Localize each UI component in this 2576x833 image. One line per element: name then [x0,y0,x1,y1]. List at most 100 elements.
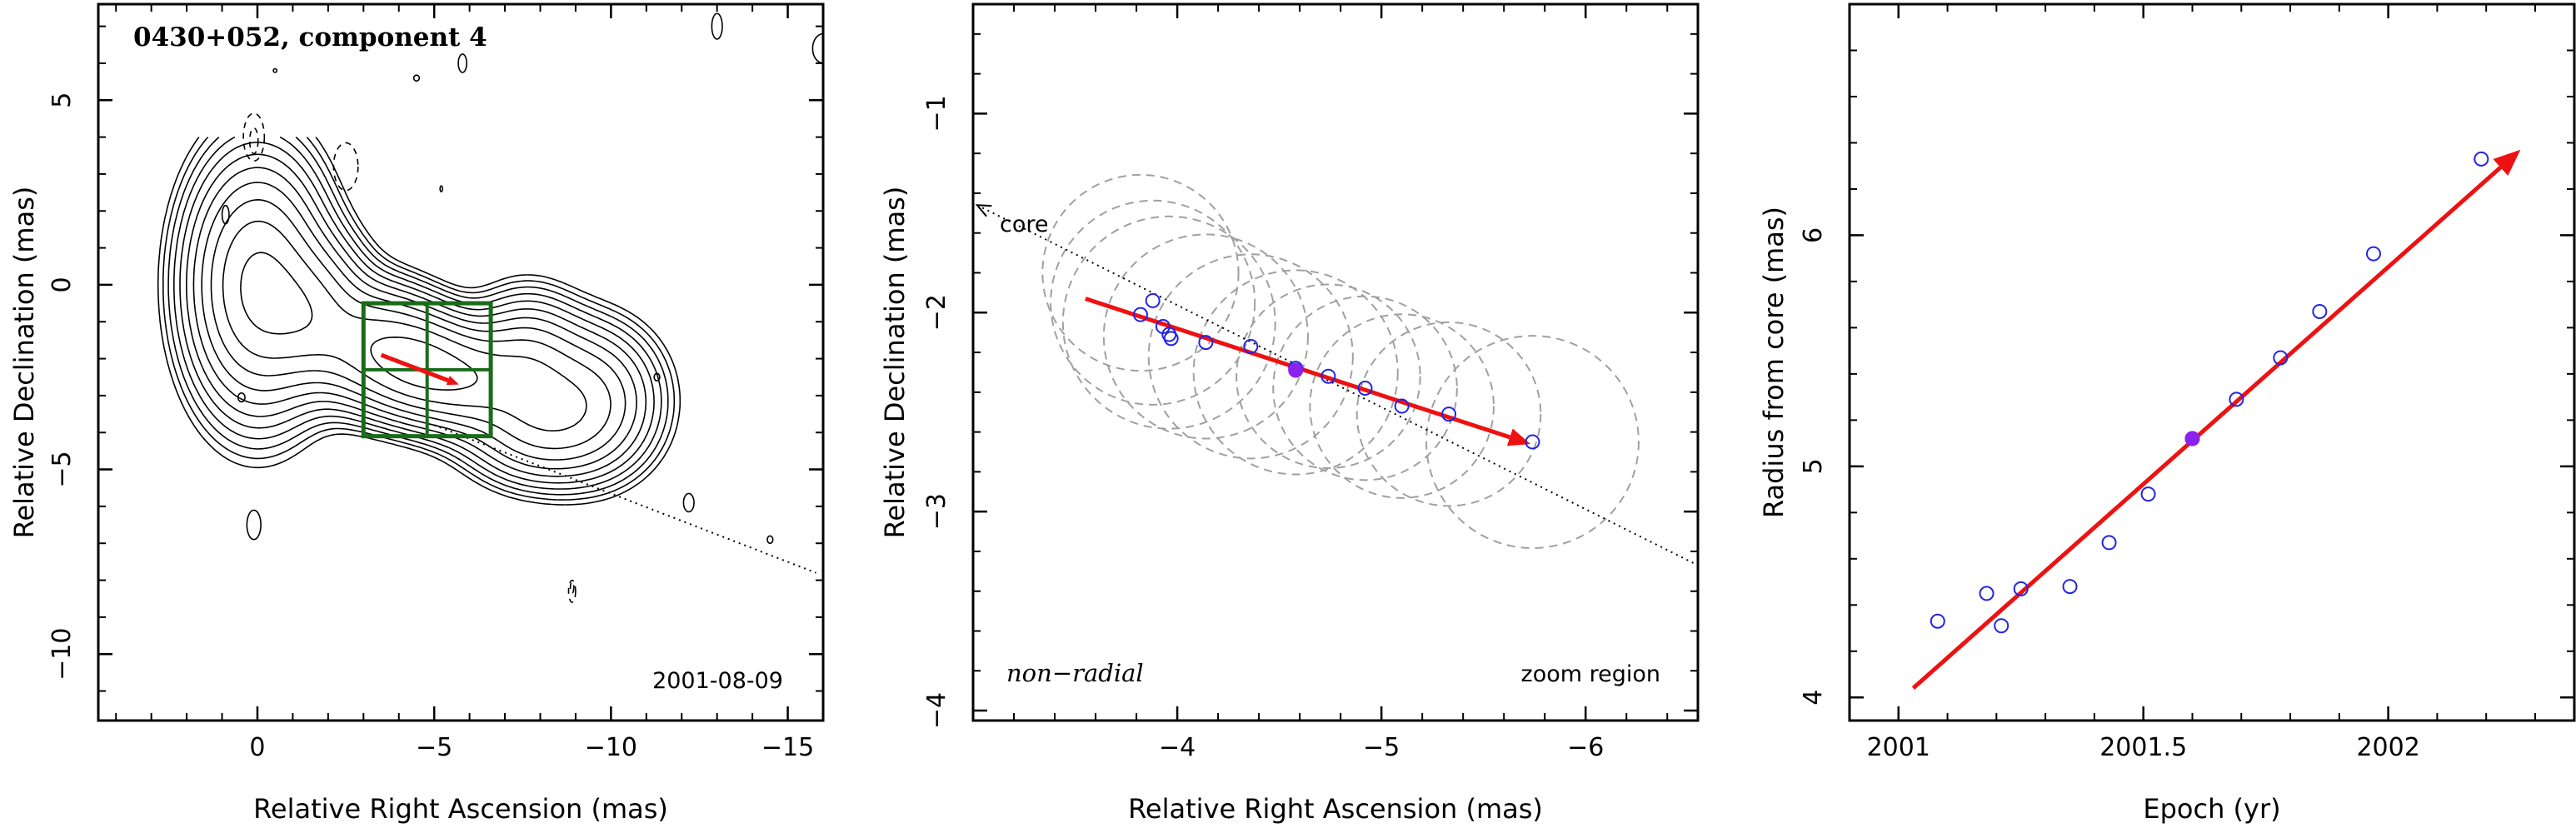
motion-type-label: non−radial [1006,659,1144,687]
data-point [1394,398,1410,414]
uncertainty-circle [1192,269,1399,476]
data-point [1132,307,1148,322]
core-direction-line [976,204,1698,566]
core-label: core [1000,212,1048,237]
radius-points [1930,151,2489,634]
data-point [2474,151,2489,167]
noise-contour [653,372,661,382]
data-point [2013,581,2029,596]
chart1-x-tick-label: −5 [1363,733,1400,762]
y-axis-label-c: Radius from core (mas) [1758,207,1790,518]
uncertainty-circle [1272,295,1458,481]
fit-arrow-head [1506,428,1531,446]
data-point [2273,350,2289,366]
data-point [2365,246,2381,262]
data-point [1994,618,2009,634]
noise-contour [272,67,278,73]
uncertainty-circle [1355,321,1542,507]
chart2-x-tick-label: 2001 [1867,733,1930,762]
contour-path [157,136,681,506]
panel-contour-map: 0 −5 −10 −15 5 0 −5 −10 0430+052, component 4 2… [8,2,825,825]
x-axis-label-b: Relative Right Ascension (mas) [1128,793,1543,825]
uncertainty-circle [1147,253,1354,460]
uncertainty-circle [1061,215,1276,430]
panel-zoom-region: −4 −5 −6 −1 −2 −3 −4 core non−radial zoom regi… [879,2,1700,825]
noise-contour [457,53,467,73]
chart0-y-tick-label: −5 [47,451,77,487]
y-axis-label-b: Relative Declination (mas) [879,187,911,539]
negative-contour [567,579,577,603]
noise-contour [221,204,230,225]
x-axis-label-c: Epoch (yr) [2143,793,2280,825]
highlighted-point [1288,362,1304,378]
chart2-x-tick-label: 2001.5 [2099,733,2187,762]
uncertainty-circle [1102,233,1309,440]
noise-contour [237,392,246,403]
uncertainty-circle [1236,283,1421,470]
chart2-y-tick-label: 5 [1799,458,1828,474]
contour-lines [157,12,823,603]
chart0-x-tick-label: −15 [761,733,814,762]
chart0-x-tick-label: 0 [249,733,265,762]
data-point [1441,407,1457,422]
plot-frame-c [1848,2,2576,722]
data-point [2101,535,2117,551]
fit-arrow-head [2493,149,2521,177]
data-point [1979,586,1994,601]
noise-contour [682,492,695,513]
chart0-x-tick-label: −10 [585,733,637,762]
x-axis-label-a: Relative Right Ascension (mas) [253,793,668,825]
data-point [1198,335,1214,351]
position-points [1132,292,1540,450]
uncertainty-circle [1309,313,1495,499]
noise-contour [412,74,421,82]
uncertainty-circle [1041,173,1240,372]
data-point [1163,331,1179,347]
uncertainty-circles [1041,173,1640,549]
plot-frame-b [971,2,1700,722]
zoom-region-label: zoom region [1521,661,1660,687]
chart1-y-tick-label: −3 [922,493,951,530]
axis-ticks-b: −4 −5 −6 −1 −2 −3 −4 [922,4,1698,762]
data-point [1357,381,1373,397]
chart2-y-tick-label: 4 [1799,690,1828,706]
axis-ticks-a: 0 −5 −10 −15 5 0 −5 −10 [47,4,824,762]
data-point [2140,486,2156,502]
map-title: 0430+052, component 4 [133,22,487,52]
data-point [2229,392,2244,407]
core-direction-line [433,424,816,574]
chart1-y-tick-label: −1 [922,95,951,132]
chart2-y-tick-label: 6 [1799,227,1828,243]
chart1-x-tick-label: −4 [1159,733,1196,762]
motion-arrow [380,352,449,382]
noise-contour [711,12,723,40]
data-point [2312,303,2328,319]
chart0-y-tick-label: 0 [47,277,77,292]
noise-contour [766,535,774,544]
fit-arrow [1911,166,2503,691]
chart1-y-tick-label: −4 [922,692,951,729]
negative-contour [569,581,575,594]
data-point [1243,338,1259,354]
negative-contour [332,142,359,192]
chart0-x-tick-label: −5 [416,733,452,762]
negative-contour [248,127,259,155]
data-point [2062,579,2078,595]
core-arrow-head [975,204,992,217]
noise-contour [439,185,443,192]
data-point [1525,434,1540,450]
highlighted-point [2184,431,2200,446]
y-axis-label-a: Relative Declination (mas) [8,187,40,539]
chart1-x-tick-label: −6 [1567,733,1604,762]
data-point [1145,292,1161,308]
chart1-y-tick-label: −2 [922,294,951,331]
uncertainty-circle [1425,335,1640,549]
negative-contour [242,112,266,162]
data-point [1320,368,1336,384]
noise-contour [811,32,823,64]
motion-arrow-head [446,376,459,386]
plot-frame-a [97,2,825,722]
uncertainty-circle [1050,199,1256,406]
epoch-annotation: 2001-08-09 [652,668,783,694]
